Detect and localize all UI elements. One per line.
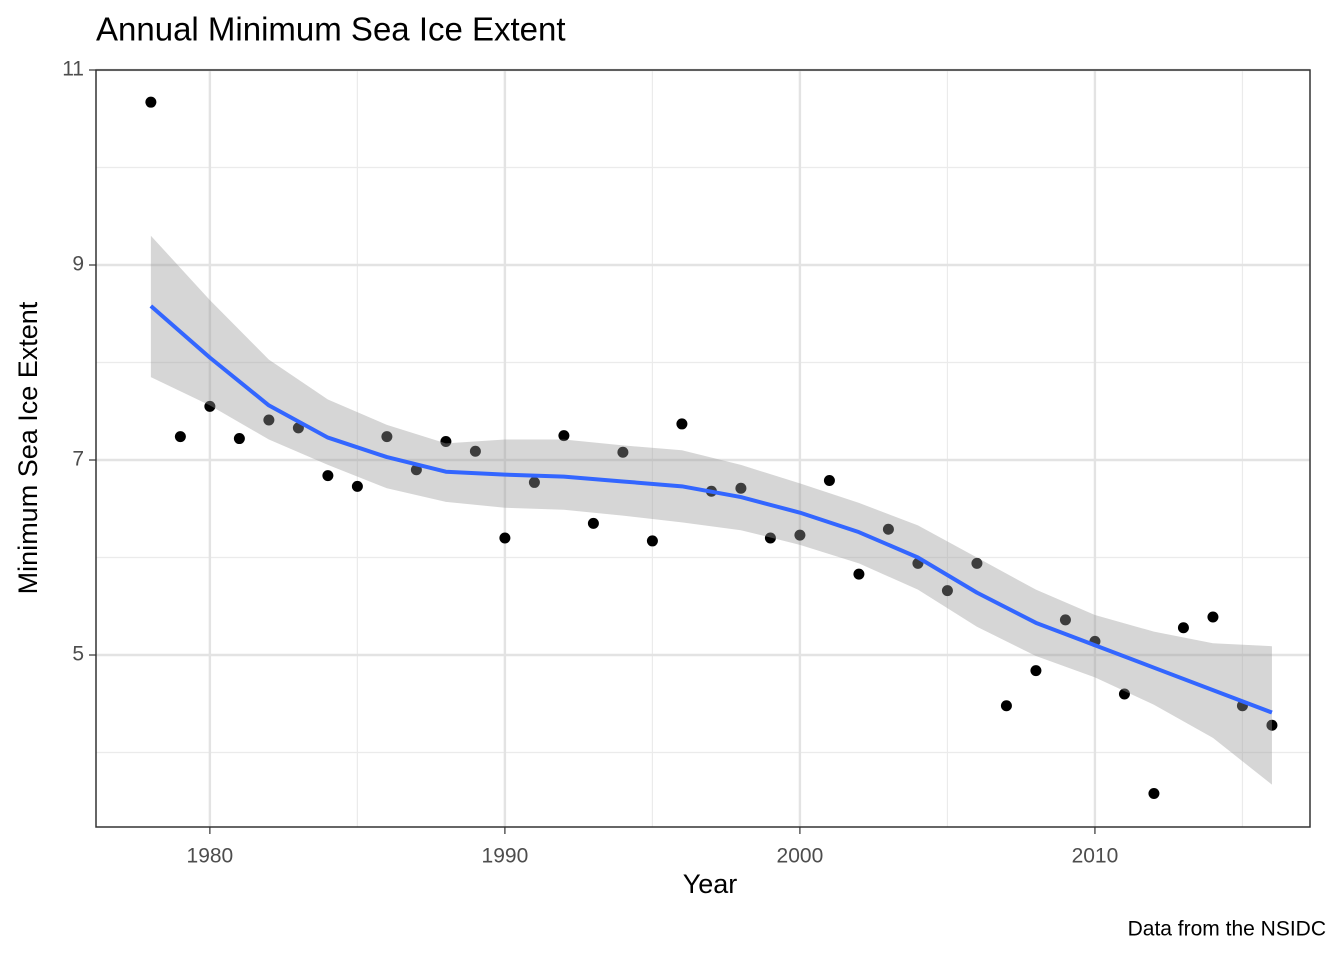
point	[233, 433, 245, 445]
x-axis-label: Year	[683, 869, 738, 899]
x-tick-label: 1980	[187, 845, 234, 868]
point	[440, 435, 452, 447]
point	[558, 430, 570, 442]
point	[1266, 719, 1278, 731]
point	[794, 529, 806, 541]
point	[174, 431, 186, 443]
panel-border	[95, 69, 1311, 828]
point	[528, 476, 540, 488]
y-tick-label: 11	[62, 58, 84, 81]
point	[735, 482, 747, 494]
point	[1177, 622, 1189, 634]
confidence-band	[150, 235, 1272, 785]
point	[263, 414, 275, 426]
point	[1148, 787, 1160, 799]
point	[1118, 688, 1130, 700]
point	[322, 470, 334, 482]
smooth-line	[149, 304, 1273, 715]
point	[853, 568, 865, 580]
y-tick-label: 9	[72, 253, 84, 276]
point	[469, 445, 481, 457]
point	[1030, 665, 1042, 677]
point	[1000, 700, 1012, 712]
point	[646, 535, 658, 547]
point	[1207, 611, 1219, 623]
point	[764, 532, 776, 544]
point	[676, 418, 688, 430]
y-tick-label: 7	[72, 448, 84, 471]
point	[882, 523, 894, 535]
point	[1059, 614, 1071, 626]
point	[351, 480, 363, 492]
point	[204, 400, 216, 412]
point	[145, 96, 157, 108]
point	[971, 557, 983, 569]
x-tick-label: 2010	[1072, 845, 1119, 868]
point	[587, 517, 599, 529]
x-tick-label: 2000	[777, 845, 824, 868]
point	[941, 585, 953, 597]
y-tick-label: 5	[72, 643, 84, 666]
point	[617, 446, 629, 458]
chart-title: Annual Minimum Sea Ice Extent	[96, 11, 566, 48]
point	[499, 532, 511, 544]
y-axis-label: Minimum Sea Ice Extent	[13, 301, 43, 594]
x-tick-label: 1990	[482, 845, 529, 868]
point	[823, 474, 835, 486]
point	[381, 431, 393, 443]
caption: Data from the NSIDC	[1128, 918, 1326, 941]
